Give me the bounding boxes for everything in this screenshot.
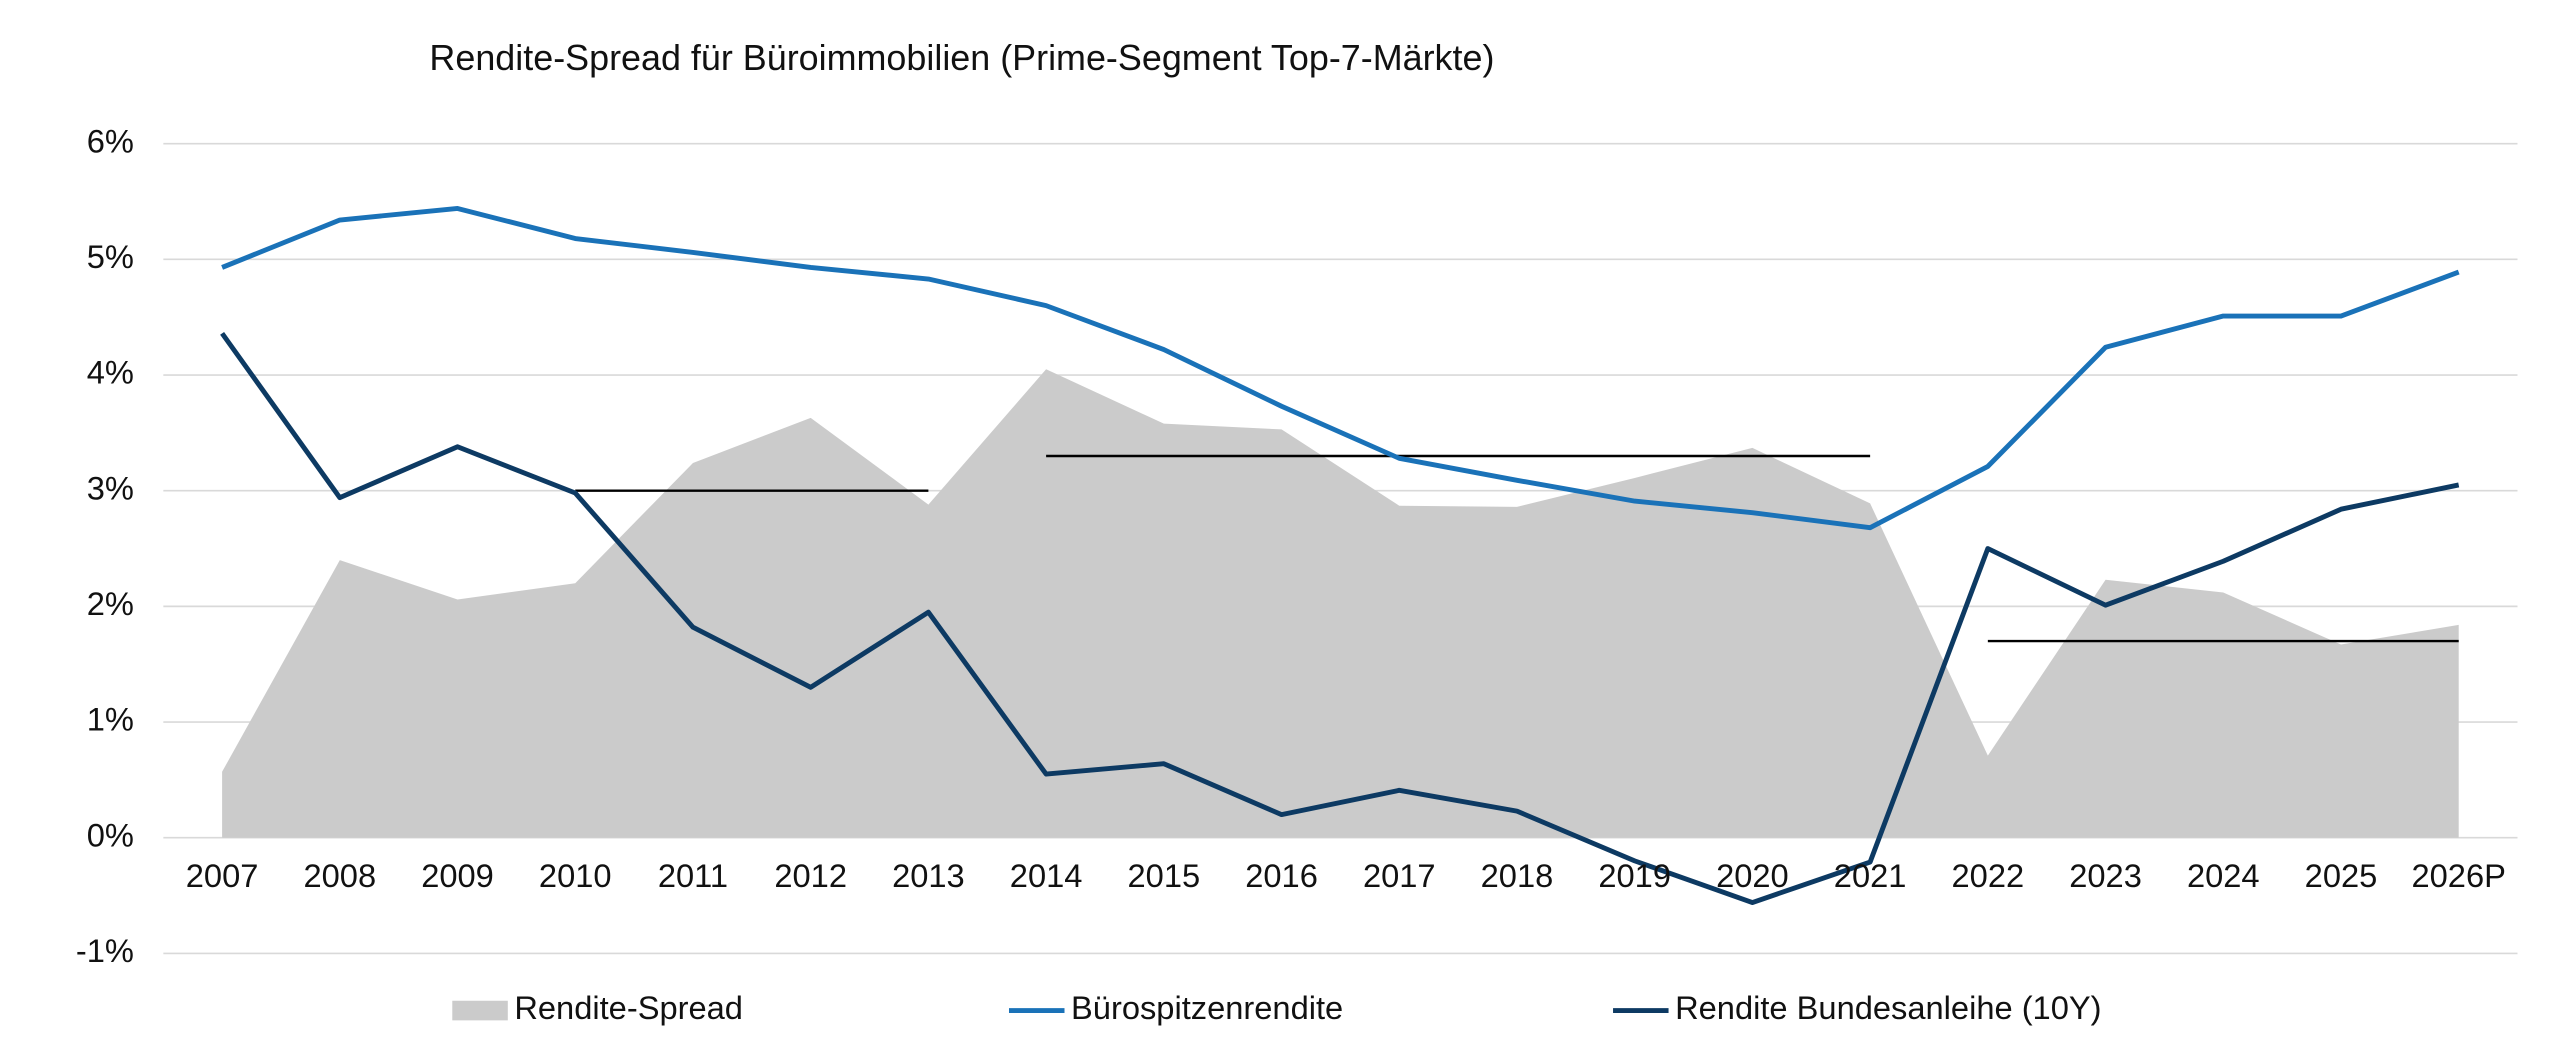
legend-swatch: [452, 1000, 508, 1021]
x-tick-label: 2008: [304, 857, 377, 894]
legend-label: Bürospitzenrendite: [1071, 989, 1343, 1026]
y-tick-label: 0%: [87, 816, 134, 853]
x-tick-label: 2009: [421, 857, 494, 894]
legend-label: Rendite-Spread: [514, 989, 743, 1026]
legend-label: Rendite Bundesanleihe (10Y): [1675, 989, 2101, 1026]
y-tick-label: 4%: [87, 354, 134, 391]
x-tick-label: 2022: [1952, 857, 2025, 894]
area: [222, 369, 2459, 838]
y-tick-label: 2%: [87, 585, 134, 622]
y-tick-label: -1%: [76, 932, 134, 969]
x-tick-label: 2025: [2305, 857, 2378, 894]
x-tick-label: 2024: [2187, 857, 2260, 894]
x-tick-label: 2017: [1363, 857, 1436, 894]
x-tick-label: 2014: [1010, 857, 1083, 894]
x-tick-label: 2012: [774, 857, 847, 894]
x-tick-label: 2018: [1481, 857, 1554, 894]
x-tick-label: 2015: [1128, 857, 1201, 894]
y-tick-label: 6%: [87, 122, 134, 159]
x-tick-label: 2023: [2069, 857, 2142, 894]
x-tick-label: 2020: [1716, 857, 1789, 894]
x-tick-label: 2026P: [2412, 857, 2506, 894]
y-tick-label: 3%: [87, 469, 134, 506]
x-tick-label: 2019: [1598, 857, 1671, 894]
x-tick-label: 2007: [186, 857, 259, 894]
chart-title: Rendite-Spread für Büroimmobilien (Prime…: [429, 37, 1494, 78]
x-tick-label: 2021: [1834, 857, 1907, 894]
line: [220, 331, 2460, 905]
x-tick-label: 2016: [1245, 857, 1318, 894]
x-tick-label: 2010: [539, 857, 612, 894]
line: [221, 205, 2460, 531]
x-tick-label: 2011: [658, 857, 728, 894]
x-tick-label: 2013: [892, 857, 965, 894]
y-tick-label: 1%: [87, 701, 134, 738]
y-tick-label: 5%: [87, 238, 134, 275]
